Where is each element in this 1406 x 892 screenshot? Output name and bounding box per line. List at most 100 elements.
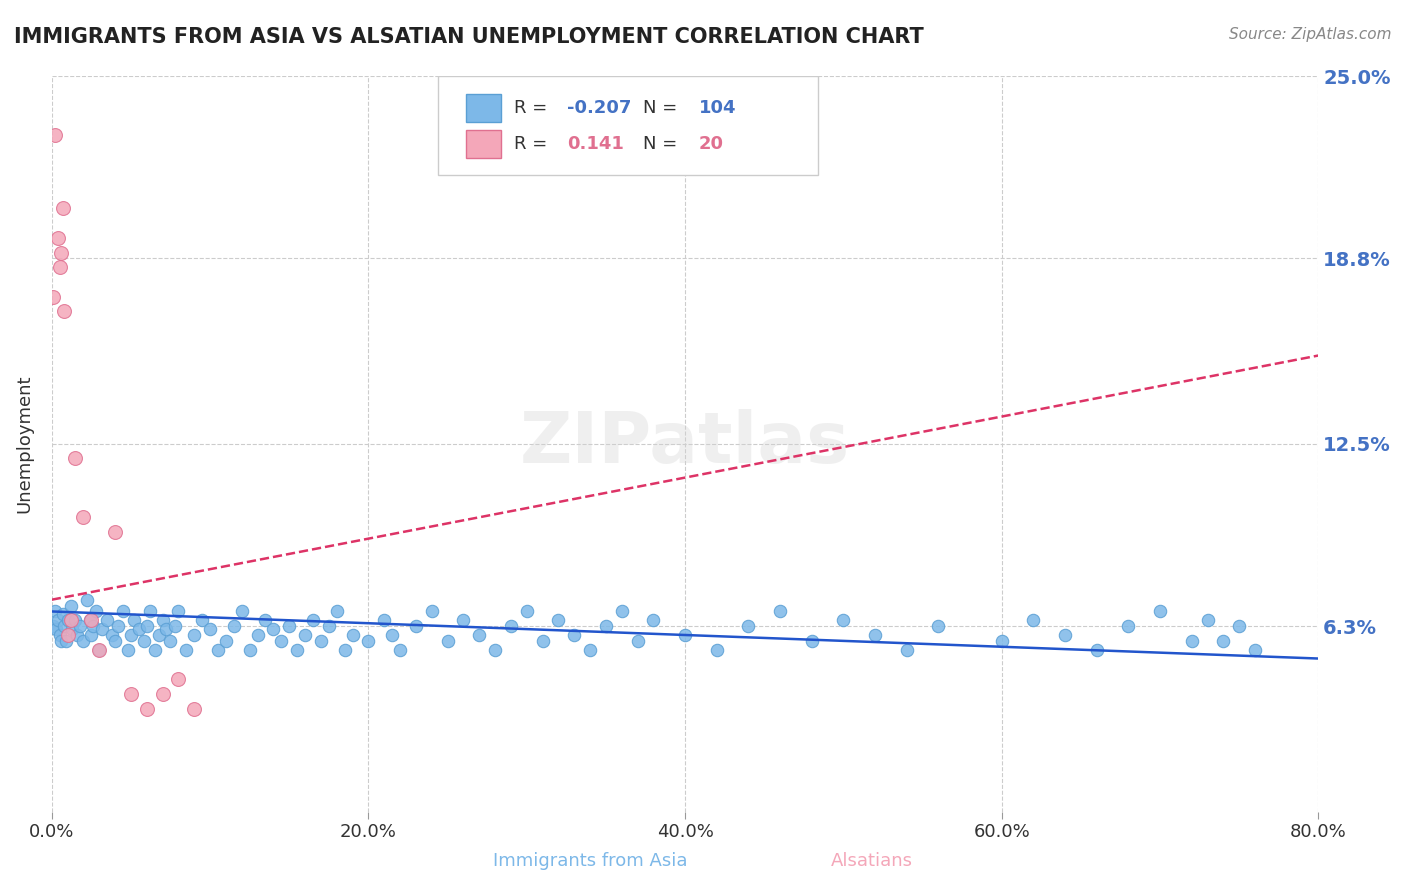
Text: -0.207: -0.207 (567, 99, 631, 118)
Point (51, 633, 73, 648)
Text: 20: 20 (699, 135, 724, 153)
Point (484, 642, 506, 657)
Point (56, 628, 79, 642)
Point (52, 607, 75, 622)
Point (111, 604, 134, 618)
Point (1212, 633, 1234, 648)
Point (152, 613, 174, 627)
Point (80, 628, 103, 642)
Text: 0.141: 0.141 (567, 135, 624, 153)
Point (135, 619, 157, 633)
Point (262, 622, 284, 636)
Text: Immigrants from Asia: Immigrants from Asia (494, 852, 688, 870)
Point (167, 604, 190, 618)
Point (45, 54, 67, 69)
Point (59, 599, 82, 613)
Point (254, 613, 277, 627)
Point (1244, 642, 1267, 657)
Point (59, 613, 82, 627)
Point (65, 451, 87, 466)
Point (373, 613, 395, 627)
Point (104, 524, 127, 539)
Point (294, 628, 316, 642)
Text: IMMIGRANTS FROM ASIA VS ALSATIAN UNEMPLOYMENT CORRELATION CHART: IMMIGRANTS FROM ASIA VS ALSATIAN UNEMPLO… (14, 27, 924, 46)
Point (1118, 619, 1140, 633)
Point (135, 701, 157, 715)
Point (89, 642, 111, 657)
Point (420, 604, 443, 618)
Text: R =: R = (515, 99, 553, 118)
Point (72, 633, 94, 648)
Point (80, 613, 103, 627)
Point (610, 604, 633, 618)
Point (48, 260, 70, 275)
Point (927, 619, 949, 633)
Point (1181, 633, 1204, 648)
Point (96, 613, 118, 627)
Point (89, 642, 111, 657)
Point (800, 633, 823, 648)
Point (547, 613, 569, 627)
Point (69, 619, 91, 633)
Point (706, 642, 728, 657)
Point (595, 619, 617, 633)
Point (468, 628, 491, 642)
Point (84, 604, 107, 618)
Point (436, 633, 458, 648)
Point (45, 622, 67, 636)
Point (1085, 642, 1108, 657)
Point (246, 628, 269, 642)
Text: N =: N = (644, 135, 683, 153)
Point (198, 622, 221, 636)
Point (122, 613, 145, 627)
Point (769, 604, 792, 618)
Bar (465, 95, 502, 122)
Point (990, 633, 1012, 648)
Point (381, 628, 404, 642)
Point (309, 633, 332, 648)
Point (46, 613, 69, 627)
Y-axis label: Unemployment: Unemployment (15, 375, 32, 513)
Point (143, 642, 166, 657)
Point (167, 672, 190, 686)
Point (1054, 628, 1077, 642)
Point (215, 633, 238, 648)
Point (44, 128, 66, 142)
Text: Source: ZipAtlas.com: Source: ZipAtlas.com (1229, 27, 1392, 42)
Point (302, 613, 325, 627)
Point (48, 628, 70, 642)
Point (72, 510, 94, 524)
Point (55, 633, 77, 648)
Point (389, 642, 412, 657)
Point (1149, 604, 1171, 618)
Text: R =: R = (515, 135, 558, 153)
Point (562, 628, 585, 642)
Point (191, 613, 214, 627)
Text: Alsatians: Alsatians (831, 852, 912, 870)
Point (499, 619, 522, 633)
Point (285, 642, 308, 657)
Point (65, 613, 87, 627)
Point (46, 231, 69, 245)
Point (643, 613, 665, 627)
Point (863, 628, 886, 642)
Point (183, 701, 205, 715)
Point (66, 628, 89, 642)
Point (183, 628, 205, 642)
Point (1227, 619, 1250, 633)
Point (120, 687, 142, 701)
Text: ZIPatlas: ZIPatlas (520, 409, 851, 478)
Point (60, 622, 83, 636)
Point (155, 622, 177, 636)
Point (318, 619, 340, 633)
Point (239, 642, 262, 657)
Point (579, 642, 602, 657)
Point (104, 633, 127, 648)
Point (42, 290, 65, 304)
Point (42, 619, 65, 633)
Point (531, 633, 554, 648)
Point (91, 622, 114, 636)
Point (139, 604, 162, 618)
Point (56, 613, 79, 627)
Point (82, 619, 104, 633)
